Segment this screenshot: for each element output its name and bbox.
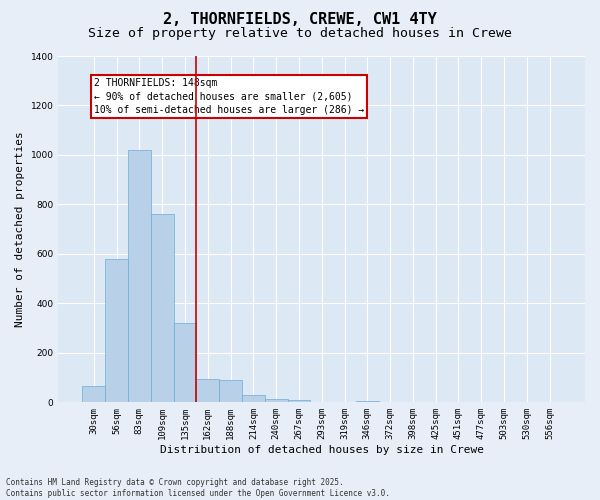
Text: 2, THORNFIELDS, CREWE, CW1 4TY: 2, THORNFIELDS, CREWE, CW1 4TY [163, 12, 437, 28]
Text: Size of property relative to detached houses in Crewe: Size of property relative to detached ho… [88, 28, 512, 40]
Bar [242, 395, 265, 402]
Bar [287, 400, 310, 402]
Bar [219, 380, 242, 402]
Bar [82, 386, 105, 402]
Text: Contains HM Land Registry data © Crown copyright and database right 2025.
Contai: Contains HM Land Registry data © Crown c… [6, 478, 390, 498]
Bar [173, 323, 196, 402]
Bar [128, 150, 151, 403]
Bar [196, 379, 219, 402]
Bar [151, 214, 173, 402]
Bar [105, 259, 128, 402]
Text: 2 THORNFIELDS: 148sqm
← 90% of detached houses are smaller (2,605)
10% of semi-d: 2 THORNFIELDS: 148sqm ← 90% of detached … [94, 78, 364, 114]
X-axis label: Distribution of detached houses by size in Crewe: Distribution of detached houses by size … [160, 445, 484, 455]
Bar [265, 398, 287, 402]
Bar [356, 401, 379, 402]
Y-axis label: Number of detached properties: Number of detached properties [15, 132, 25, 327]
